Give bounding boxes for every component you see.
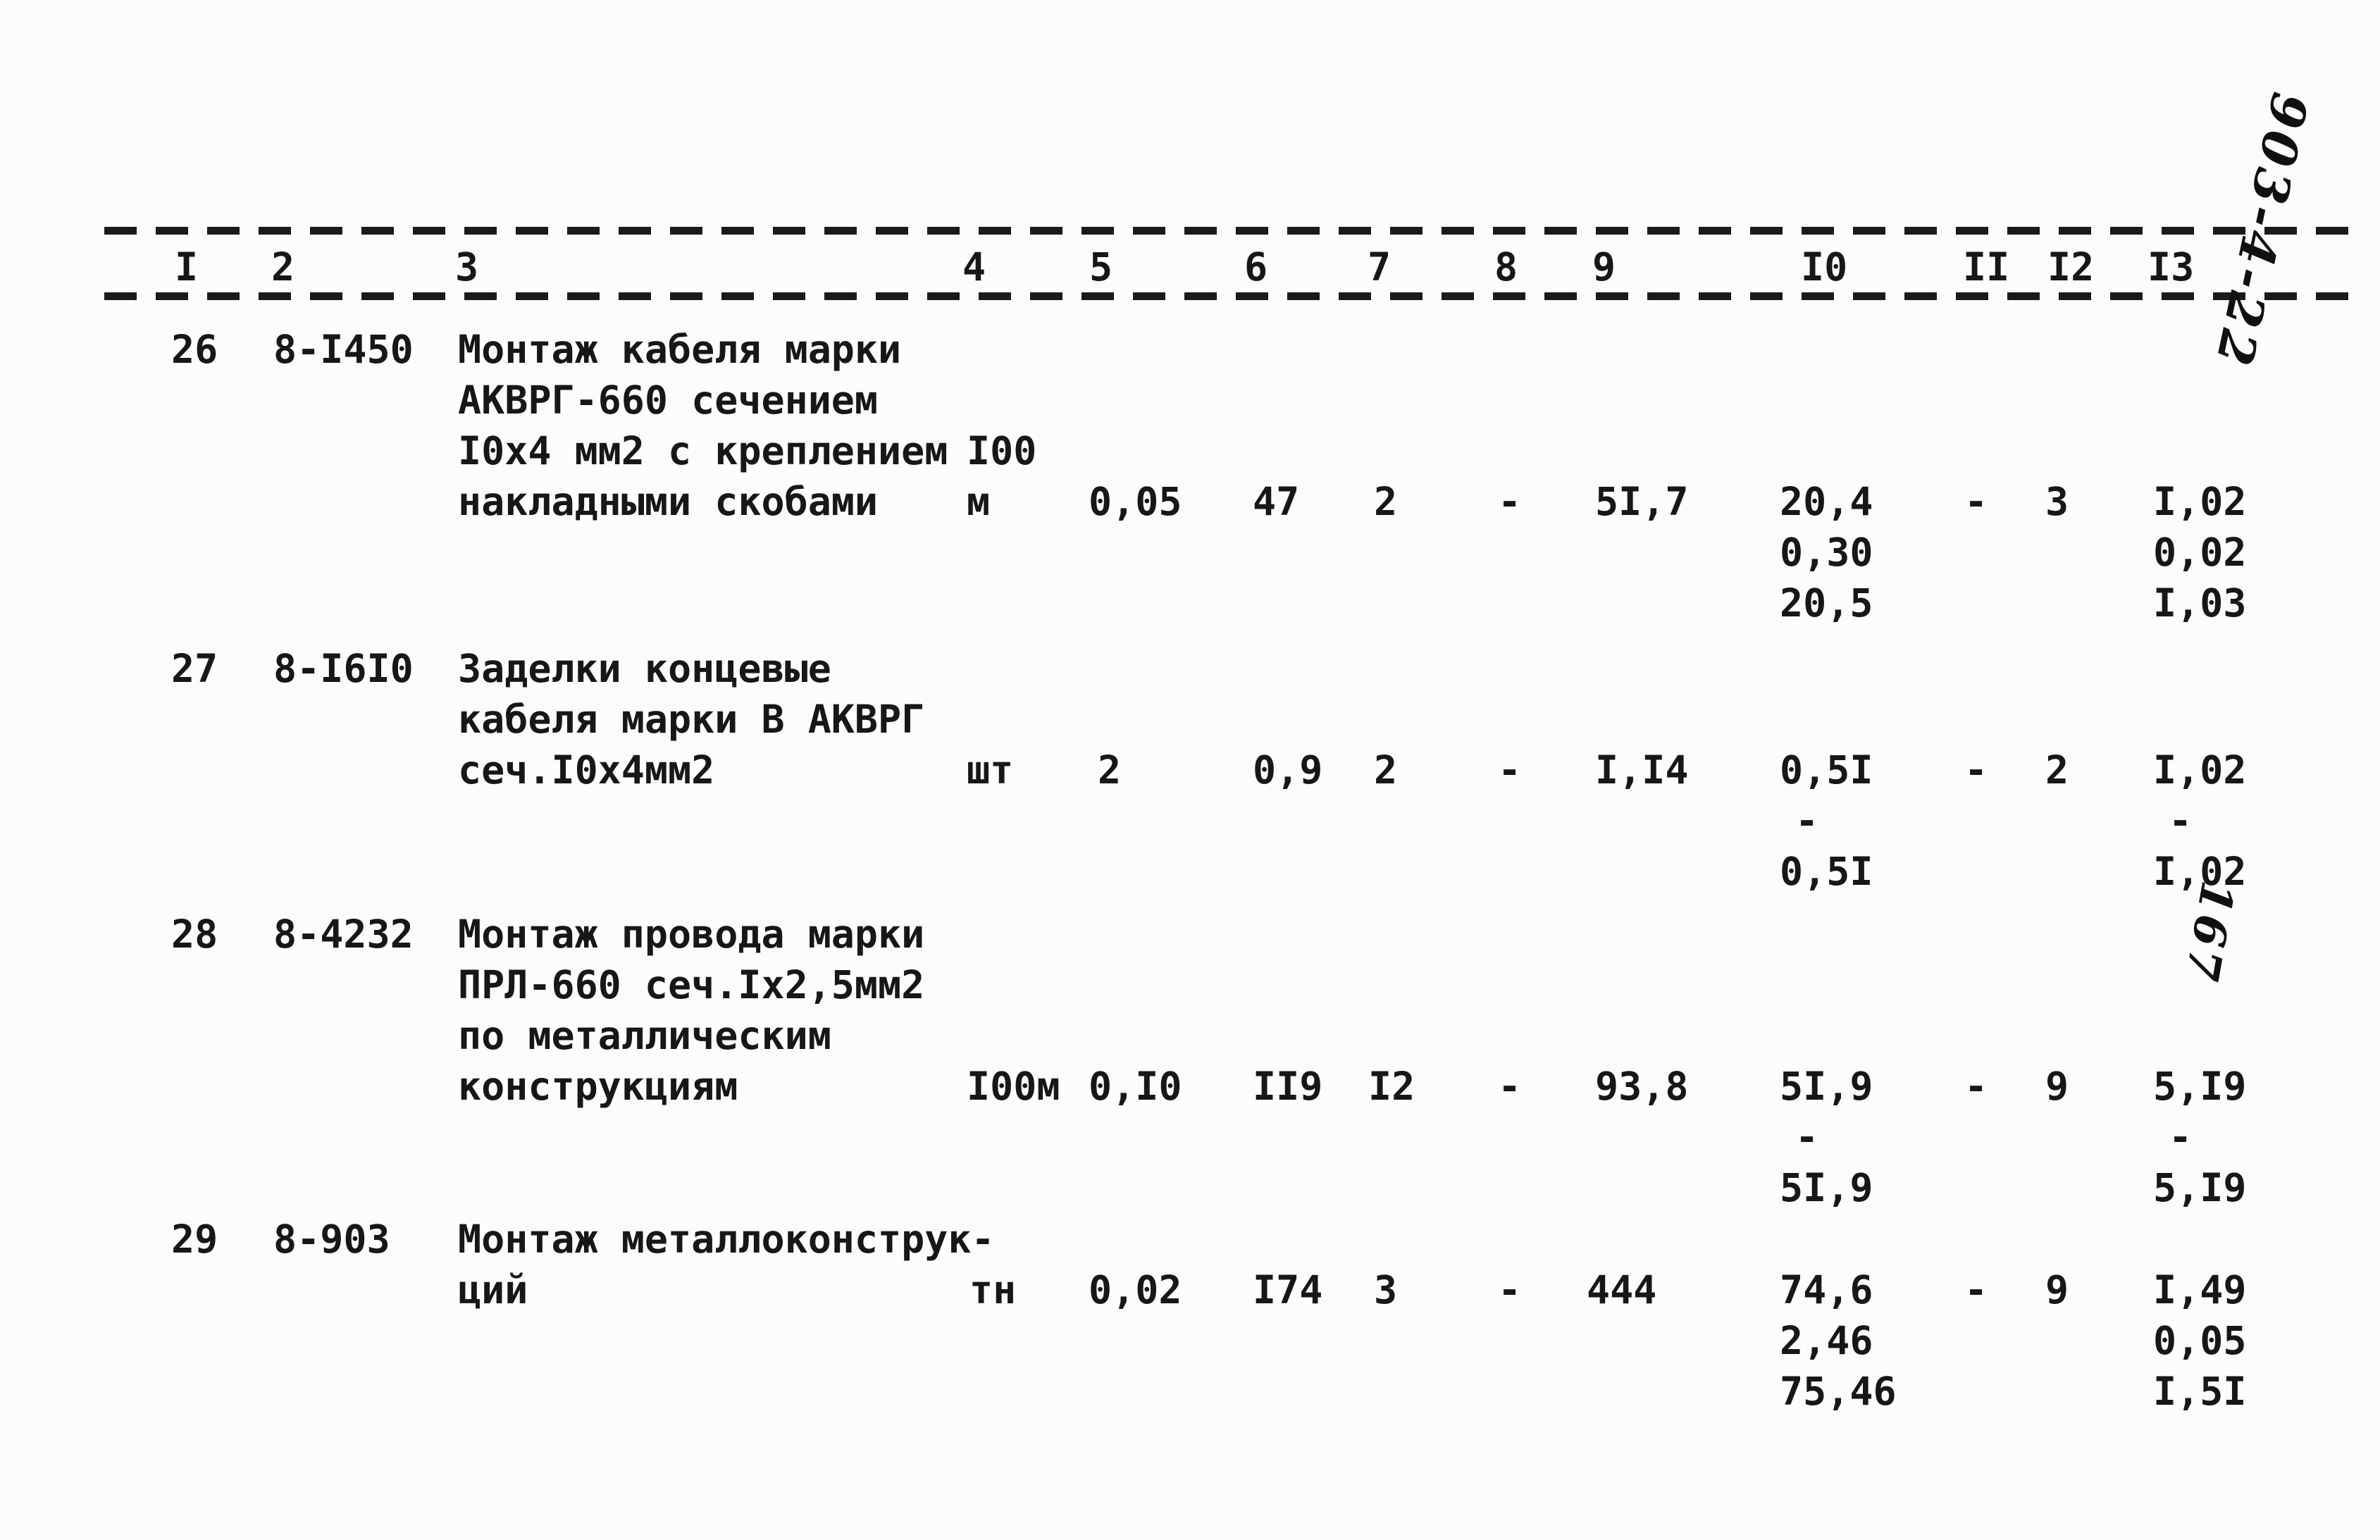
row26-col11: -	[1964, 479, 1988, 524]
header-dashed-line-bottom	[104, 292, 2362, 300]
row26-col7: 2	[1374, 479, 1398, 524]
row26-desc-line2: АКВРГ-660 сечением	[458, 378, 879, 423]
row29-col13-line1: I,49	[2153, 1267, 2247, 1312]
row28-col10-line1: 5I,9	[1780, 1064, 1873, 1109]
row27-desc-line1: Заделки концевые	[458, 646, 831, 691]
column-header-9: 9	[1592, 244, 1616, 290]
row27-desc-line3: сеч.I0х4мм2	[458, 747, 715, 793]
row28-col10-line3: 5I,9	[1780, 1165, 1873, 1210]
column-header-4: 4	[962, 244, 986, 290]
column-header-6: 6	[1244, 244, 1268, 290]
row26-col13-line2: 0,02	[2153, 530, 2247, 575]
row27-col10-line2: -	[1795, 798, 1819, 843]
row27-code: 8-I6I0	[273, 646, 414, 691]
row26-unit-line2: м	[967, 479, 991, 524]
row26-number: 26	[171, 327, 218, 372]
row29-col6: I74	[1253, 1267, 1323, 1312]
row29-col5: 0,02	[1089, 1267, 1182, 1312]
row29-col11: -	[1964, 1267, 1988, 1312]
row26-desc-line4: накладными скобами	[458, 479, 879, 524]
row28-col11: -	[1964, 1064, 1988, 1109]
row28-col9: 93,8	[1595, 1064, 1689, 1109]
column-header-12: I2	[2047, 244, 2095, 290]
row28-desc-line1: Монтаж провода марки	[458, 912, 925, 957]
row26-unit-line1: I00	[967, 428, 1037, 473]
column-header-2: 2	[271, 244, 295, 290]
row29-col8: -	[1498, 1267, 1522, 1312]
row27-col10-line1: 0,5I	[1780, 747, 1873, 793]
row26-col5: 0,05	[1089, 479, 1182, 524]
column-header-11: II	[1963, 244, 2010, 290]
column-header-8: 8	[1494, 244, 1518, 290]
row27-number: 27	[171, 646, 218, 691]
row29-desc-line2: ций	[458, 1267, 528, 1312]
row28-col12: 9	[2045, 1064, 2069, 1109]
row26-col9: 5I,7	[1595, 479, 1689, 524]
row28-col6: II9	[1253, 1064, 1323, 1109]
row29-code: 8-903	[273, 1217, 390, 1262]
row26-col13-line3: I,03	[2153, 580, 2247, 626]
row28-col5: 0,I0	[1089, 1064, 1182, 1109]
row29-col12: 9	[2045, 1267, 2069, 1312]
column-header-7: 7	[1368, 244, 1392, 290]
row28-code: 8-4232	[273, 912, 414, 957]
row28-col13-line2: -	[2169, 1114, 2193, 1160]
row28-col8: -	[1498, 1064, 1522, 1109]
row26-col6: 47	[1253, 479, 1300, 524]
row27-unit-line1: шт	[967, 747, 1014, 793]
row26-col12: 3	[2045, 479, 2069, 524]
row29-unit-line1: тн	[969, 1267, 1017, 1312]
row28-col10-line2: -	[1795, 1114, 1819, 1160]
row27-col9: I,I4	[1595, 747, 1689, 793]
row26-col8: -	[1498, 479, 1522, 524]
row27-col11: -	[1964, 747, 1988, 793]
row27-col12: 2	[2045, 747, 2069, 793]
row26-desc-line1: Монтаж кабеля марки	[458, 327, 902, 372]
row27-col10-line3: 0,5I	[1780, 849, 1873, 894]
row26-col10-line3: 20,5	[1780, 580, 1873, 626]
row27-col6: 0,9	[1253, 747, 1323, 793]
row26-desc-line3: I0х4 мм2 с креплением	[458, 428, 948, 473]
column-header-1: I	[175, 244, 199, 290]
row28-number: 28	[171, 912, 218, 957]
row28-col7: I2	[1368, 1064, 1415, 1109]
row28-desc-line3: по металлическим	[458, 1013, 831, 1058]
row27-col5: 2	[1098, 747, 1122, 793]
row29-number: 29	[171, 1217, 218, 1262]
row29-col13-line3: I,5I	[2153, 1369, 2247, 1414]
row28-col13-line3: 5,I9	[2153, 1165, 2247, 1210]
row26-col10-line1: 20,4	[1780, 479, 1873, 524]
row27-col13-line1: I,02	[2153, 747, 2247, 793]
row29-col10-line1: 74,6	[1780, 1267, 1873, 1312]
row27-col8: -	[1498, 747, 1522, 793]
row28-desc-line2: ПРЛ-660 сеч.Iх2,5мм2	[458, 962, 925, 1007]
row29-desc-line1: Монтаж металлоконструк-	[458, 1217, 995, 1262]
row29-col7: 3	[1374, 1267, 1398, 1312]
row29-col9: 444	[1587, 1267, 1657, 1312]
row27-col13-line3: I,02	[2153, 849, 2247, 894]
row27-col7: 2	[1374, 747, 1398, 793]
row28-unit-line1: I00м	[967, 1064, 1060, 1109]
column-header-3: 3	[455, 244, 479, 290]
row26-code: 8-I450	[273, 327, 414, 372]
header-dashed-line-top	[104, 227, 2362, 235]
column-header-10: I0	[1801, 244, 1848, 290]
column-header-5: 5	[1089, 244, 1113, 290]
column-header-13: I3	[2147, 244, 2195, 290]
row28-col13-line1: 5,I9	[2153, 1064, 2247, 1109]
row27-col13-line2: -	[2169, 798, 2193, 843]
row27-desc-line2: кабеля марки В АКВРГ	[458, 697, 925, 742]
row28-desc-line4: конструкциям	[458, 1064, 738, 1109]
row29-col10-line2: 2,46	[1780, 1318, 1873, 1363]
row26-col10-line2: 0,30	[1780, 530, 1873, 575]
row29-col10-line3: 75,46	[1780, 1369, 1897, 1414]
row26-col13-line1: I,02	[2153, 479, 2247, 524]
row29-col13-line2: 0,05	[2153, 1318, 2247, 1363]
